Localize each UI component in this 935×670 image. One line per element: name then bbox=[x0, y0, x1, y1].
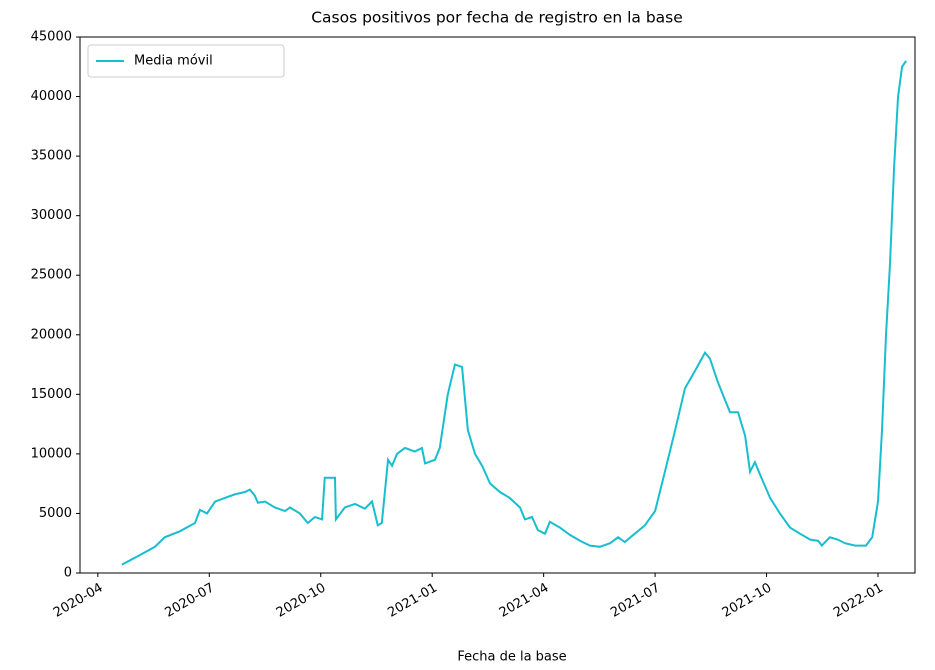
legend-box bbox=[87, 44, 285, 78]
y-tick-label: 10000 bbox=[31, 446, 72, 461]
series-line bbox=[121, 60, 907, 566]
x-tick-label: 2020-10 bbox=[274, 581, 329, 621]
chart-title: Casos positivos por fecha de registro en… bbox=[311, 9, 683, 27]
y-tick-label: 0 bbox=[64, 566, 72, 581]
y-tick-label: 25000 bbox=[31, 268, 72, 283]
x-tick-label: 2020-04 bbox=[51, 581, 106, 621]
x-tick-label: 2021-07 bbox=[608, 581, 663, 621]
y-tick-label: 30000 bbox=[31, 208, 72, 223]
x-tick-label: 2021-10 bbox=[720, 581, 775, 621]
plot-frame bbox=[79, 36, 916, 574]
x-tick-label: 2021-04 bbox=[497, 581, 552, 621]
y-tick-label: 35000 bbox=[31, 149, 72, 164]
y-tick-label: 5000 bbox=[39, 506, 72, 521]
x-tick-label: 2021-01 bbox=[385, 581, 440, 621]
legend: Media móvil bbox=[87, 44, 285, 78]
y-tick-label: 20000 bbox=[31, 327, 72, 342]
x-axis-label: Fecha de la base bbox=[457, 650, 566, 665]
x-tick-label: 2020-07 bbox=[162, 581, 217, 621]
legend-label: Media móvil bbox=[134, 54, 213, 69]
y-tick-label: 45000 bbox=[31, 30, 72, 45]
y-tick-label: 15000 bbox=[31, 387, 72, 402]
y-tick-label: 40000 bbox=[31, 89, 72, 104]
x-tick-label: 2022-01 bbox=[831, 581, 886, 621]
